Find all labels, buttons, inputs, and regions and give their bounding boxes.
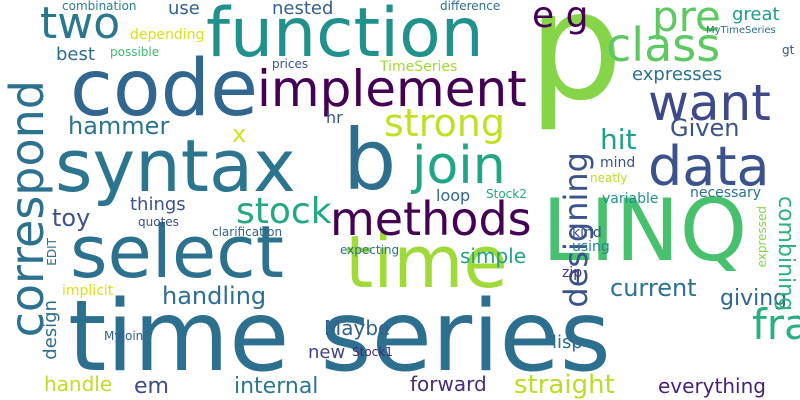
word-expecting: expecting xyxy=(340,243,400,257)
word-nested: nested xyxy=(272,0,334,19)
word-correspond: correspond xyxy=(0,80,54,338)
word-quotes: quotes xyxy=(138,215,179,229)
word-designing: handling xyxy=(162,282,267,310)
word-everything: everything xyxy=(658,374,766,398)
word-mytimeseries: MyTimeSeries xyxy=(706,25,776,36)
word-implement: implement xyxy=(257,60,527,118)
word-combining: combining xyxy=(773,196,798,312)
word-use: use xyxy=(168,0,200,19)
word-p: p xyxy=(528,0,624,134)
word-handle: handle xyxy=(44,372,113,396)
word-syntax: syntax xyxy=(55,124,296,208)
word-things: things xyxy=(130,194,186,215)
word-x: framework xyxy=(752,300,800,349)
word-join: join xyxy=(412,136,506,196)
word-code: code xyxy=(70,44,259,134)
word-difference: difference xyxy=(440,0,501,13)
word-great: great xyxy=(732,4,780,25)
word-lisp: lisp xyxy=(552,332,583,353)
word-pre: pre xyxy=(652,0,721,41)
word-simple: current xyxy=(610,274,697,302)
word-giving: giving xyxy=(720,286,788,311)
word-design: design xyxy=(40,300,61,360)
word-time-series: time series xyxy=(68,280,611,394)
word-given: em xyxy=(134,374,169,399)
word-stock1: Stock1 xyxy=(352,345,393,359)
word-combination: combination xyxy=(62,0,137,13)
word-hit: hit xyxy=(600,123,637,156)
word-straight: simple xyxy=(460,244,527,268)
word-select: select xyxy=(70,210,284,294)
word-function: function xyxy=(206,0,484,73)
word-data: data xyxy=(648,135,770,198)
word-forward: forward xyxy=(410,372,487,396)
word-zip: zip xyxy=(562,265,583,281)
word-methods: methods xyxy=(330,192,532,246)
word-toy: toy xyxy=(52,204,91,232)
word-handling: hammer xyxy=(68,112,170,140)
word-maybe: Maybe xyxy=(324,316,391,340)
word-e-g: e g xyxy=(532,0,589,36)
word-using: using xyxy=(572,239,610,255)
word-stock: stock xyxy=(236,191,332,232)
word-edit: EDIT xyxy=(45,238,59,266)
word-kind: kind xyxy=(572,225,602,241)
word-b: b xyxy=(343,111,397,209)
word-hr: hr xyxy=(326,108,343,127)
word-strong: strong xyxy=(384,101,505,145)
word-new: new xyxy=(308,342,346,363)
word-hammer: x xyxy=(232,120,247,148)
word-variable: variable xyxy=(602,191,659,207)
word-two: two xyxy=(40,0,121,49)
word-loop: loop xyxy=(436,186,471,205)
word-internal: straight xyxy=(514,370,615,400)
word-prices: prices xyxy=(272,57,309,71)
word-framework: internal xyxy=(234,374,319,399)
word-gt: gt xyxy=(782,43,795,57)
word-best: best xyxy=(56,44,95,65)
word-time: time xyxy=(345,220,508,304)
word-neatly: neatly xyxy=(590,171,628,185)
word-class: class xyxy=(606,18,721,72)
word-myjoin: MyJoin xyxy=(104,329,144,343)
word-current: Given xyxy=(670,114,740,142)
word-implicit: implicit xyxy=(62,283,114,299)
word-clarification: clarification xyxy=(212,225,283,239)
word-expresses: expresses xyxy=(632,64,723,85)
word-linq: LINQ xyxy=(542,181,748,281)
word-expressed: expressed xyxy=(755,206,769,268)
word-timeseries: TimeSeries xyxy=(380,59,458,75)
word-depending: depending xyxy=(130,27,205,43)
word-want: want xyxy=(648,74,771,132)
word-possible: possible xyxy=(110,45,160,59)
word-stock2: Stock2 xyxy=(486,187,527,201)
word-mind: mind xyxy=(600,155,636,171)
word-necessary: necessary xyxy=(690,185,762,201)
